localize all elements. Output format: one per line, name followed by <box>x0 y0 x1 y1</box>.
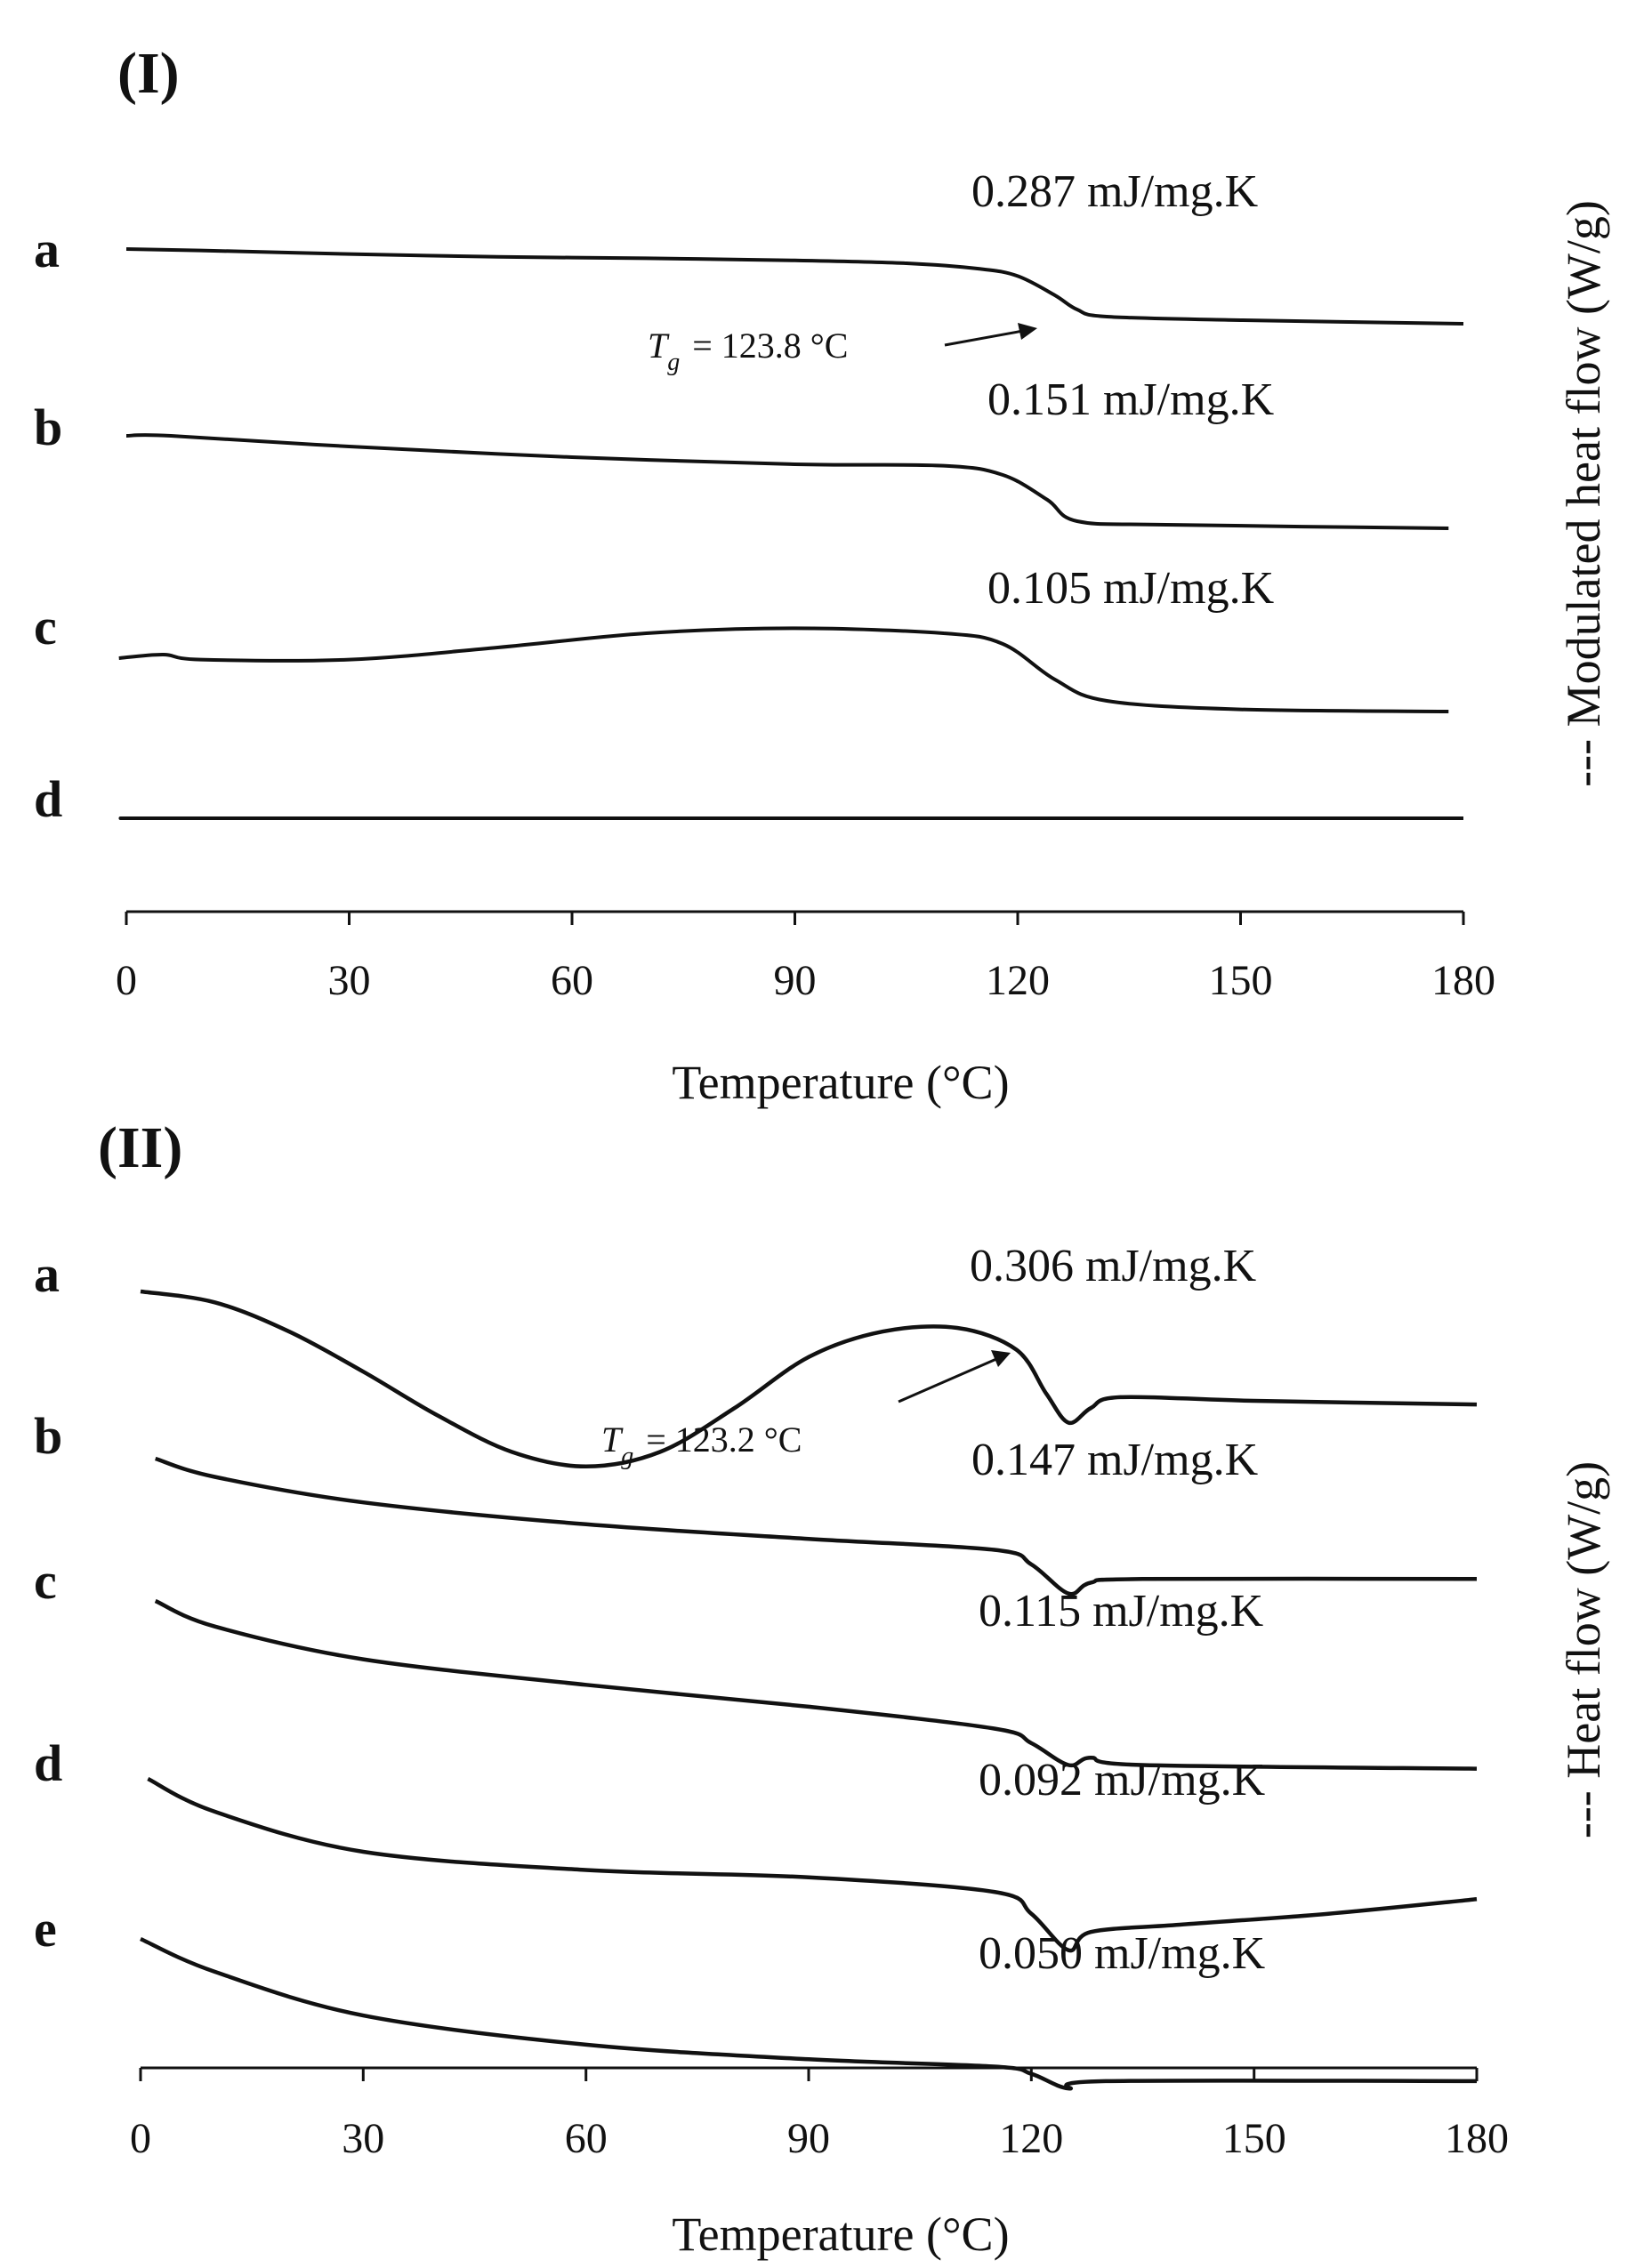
panel-i-curve-label-d: d <box>34 770 62 828</box>
panel-ii: (II) a b c d e 0.306 mJ/mg.K 0.147 mJ/mg… <box>34 1115 1610 2261</box>
panel-i-tick-label: 120 <box>986 957 1050 1004</box>
panel-ii-curve-d <box>147 1776 1478 1953</box>
panel-i-tick-label: 60 <box>551 957 593 1004</box>
panel-ii-curve-label-e: e <box>34 1900 57 1958</box>
panel-ii-x-axis-title: Temperature (°C) <box>672 2208 1009 2261</box>
panel-ii-tg-arrowhead <box>991 1350 1011 1367</box>
panel-i-tick-label: 180 <box>1431 957 1495 1004</box>
panel-ii-tick-label: 150 <box>1222 2115 1286 2162</box>
panel-i: (I) a b c d 0.287 mJ/mg.K 0.151 mJ/mg.K … <box>34 41 1610 1109</box>
panel-i-curve-a <box>125 247 1464 326</box>
panel-ii-label: (II) <box>98 1115 182 1180</box>
panel-i-cp-label-a: 0.287 mJ/mg.K <box>971 166 1259 217</box>
panel-ii-tg-annotation: Tg = 123.2 °C <box>601 1420 802 1470</box>
panel-ii-tick-label: 30 <box>342 2115 384 2162</box>
panel-i-tg-annotation: Tg = 123.8 °C <box>648 326 848 376</box>
panel-ii-curve-label-a: a <box>34 1245 60 1303</box>
panel-ii-tick-label: 60 <box>565 2115 608 2162</box>
panel-i-tg-arrowhead <box>1018 323 1037 340</box>
panel-ii-curve-c <box>154 1598 1478 1771</box>
panel-i-tick-label: 0 <box>116 957 137 1004</box>
panel-i-tg-arrow <box>944 329 1024 347</box>
panel-i-tick-label: 150 <box>1209 957 1273 1004</box>
panel-ii-curve-label-d: d <box>34 1734 62 1792</box>
panel-ii-y-axis-title: --- Heat flow (W/g) <box>1557 1461 1610 1838</box>
panel-i-tick-label: 90 <box>774 957 817 1004</box>
panel-ii-x-ticks <box>139 2068 1479 2081</box>
panel-i-y-axis-title: --- Modulated heat flow (W/g) <box>1557 200 1610 787</box>
panel-ii-curve-b <box>155 1456 1478 1596</box>
panel-ii-tick-labels: 0 30 60 90 120 150 180 <box>130 2115 1509 2162</box>
panel-ii-tg-arrow <box>898 1357 997 1403</box>
panel-ii-curve-a <box>140 1289 1478 1469</box>
panel-ii-cp-label-e: 0.050 mJ/mg.K <box>979 1928 1266 1979</box>
panel-i-curve-label-a: a <box>34 221 60 278</box>
panel-ii-tick-label: 120 <box>999 2115 1063 2162</box>
panel-i-x-ticks <box>125 912 1465 925</box>
panel-i-x-axis-title: Temperature (°C) <box>672 1056 1009 1109</box>
panel-ii-cp-label-b: 0.147 mJ/mg.K <box>971 1435 1259 1485</box>
panel-ii-curve-e <box>140 1936 1478 2091</box>
panel-ii-tick-label: 180 <box>1445 2115 1509 2162</box>
panel-i-tick-label: 30 <box>328 957 371 1004</box>
panel-ii-cp-label-a: 0.306 mJ/mg.K <box>970 1241 1257 1291</box>
panel-i-cp-label-b: 0.151 mJ/mg.K <box>987 374 1275 425</box>
panel-i-curve-c <box>118 626 1449 713</box>
panel-i-tick-labels: 0 30 60 90 120 150 180 <box>116 957 1495 1004</box>
panel-i-curve-b <box>125 433 1449 530</box>
panel-i-cp-label-c: 0.105 mJ/mg.K <box>987 563 1275 614</box>
panel-ii-cp-label-c: 0.115 mJ/mg.K <box>979 1586 1264 1637</box>
panel-ii-tick-label: 90 <box>787 2115 830 2162</box>
panel-ii-tick-label: 0 <box>130 2115 151 2162</box>
panel-i-curve-label-c: c <box>34 598 57 655</box>
panel-i-label: (I) <box>117 41 180 106</box>
panel-ii-curve-label-c: c <box>34 1552 57 1610</box>
panel-i-curve-label-b: b <box>34 398 62 456</box>
panel-ii-curve-label-b: b <box>34 1407 62 1465</box>
